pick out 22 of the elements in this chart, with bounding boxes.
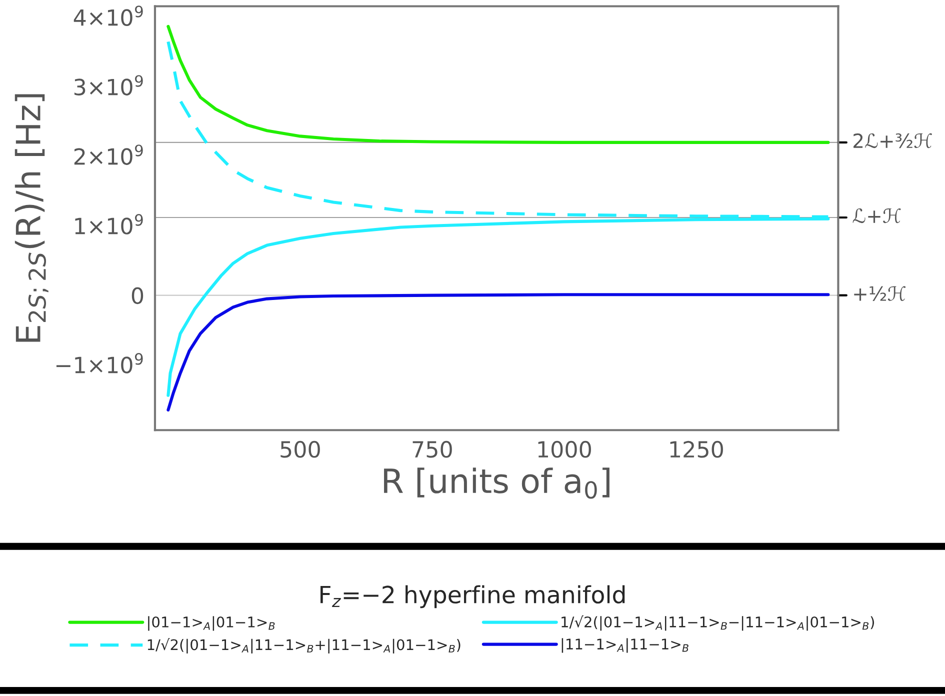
legend-title: F$_{z}$=−2 hyperfine manifold bbox=[320, 585, 625, 608]
y-axis-title: E$_{2S;2S}$(R)/h [Hz] bbox=[14, 94, 48, 342]
y-tick-label: −1×10$^{9}$ bbox=[56, 353, 143, 374]
x-axis-title: R [units of a$_{0}$] bbox=[384, 468, 610, 499]
ref-line-label: ℒ+ℋ bbox=[852, 208, 901, 224]
x-tick-label: 500 bbox=[280, 440, 320, 458]
ref-line-label: 2ℒ+³⁄₂ℋ bbox=[854, 133, 932, 148]
line-series bbox=[166, 293, 830, 412]
text: 1/√2(|01−1>$_{A}$|11−1>$_{B}$+|11−1>$_{A}$|01−1>$_{B}$) bbox=[148, 638, 460, 654]
x-tick-label: 750 bbox=[412, 440, 452, 458]
y-tick-label: 0 bbox=[132, 287, 144, 304]
line-series bbox=[166, 24, 830, 144]
ref-line-label: +½ℋ bbox=[854, 286, 906, 301]
y-tick-label: 4×10$^{9}$ bbox=[74, 6, 143, 26]
y-tick-label: 3×10$^{9}$ bbox=[74, 75, 143, 96]
text: 1/√2(|01−1>$_{A}$|11−1>$_{B}$−|11−1>$_{A}$|01−1>$_{B}$) bbox=[562, 615, 874, 631]
y-tick-label: 2×10$^{9}$ bbox=[74, 144, 143, 165]
y-tick-label: 1×10$^{9}$ bbox=[75, 214, 143, 234]
legend-label: |11−1>$_{A}$|11−1>$_{B}$ bbox=[562, 638, 688, 653]
legend-label: |01−1>$_{A}$|01−1>$_{B}$ bbox=[148, 616, 275, 631]
x-tick-label: 1000 bbox=[538, 440, 591, 458]
x-tick-label: 1250 bbox=[670, 440, 723, 458]
